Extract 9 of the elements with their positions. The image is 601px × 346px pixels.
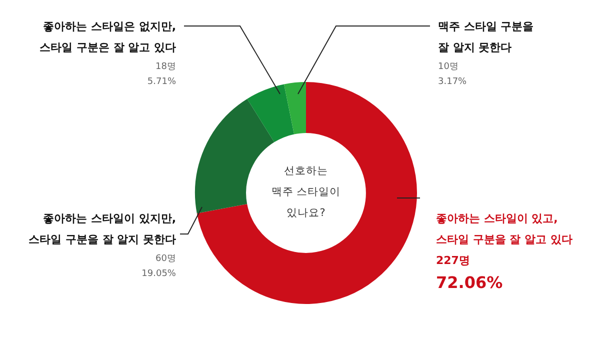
data-label: 227명 72.06% xyxy=(436,253,504,294)
slice-label: 좋아하는 스타일이 있고, 스타일 구분을 잘 알고 있다 xyxy=(436,211,572,248)
slice-label: 맥주 스타일 구분을 잘 알지 못한다 xyxy=(438,19,534,56)
slice-label: 좋아하는 스타일이 있지만, 스타일 구분을 잘 알지 못한다 xyxy=(28,211,176,248)
data-label: 60명 19.05% xyxy=(140,253,176,281)
slice-label: 좋아하는 스타일은 없지만, 스타일 구분은 잘 알고 있다 xyxy=(40,19,176,56)
data-label: 10명 3.17% xyxy=(438,61,468,89)
data-label: 18명 5.71% xyxy=(146,61,176,89)
text: 선호하는 맥주 스타일이 있나요? xyxy=(270,164,342,221)
